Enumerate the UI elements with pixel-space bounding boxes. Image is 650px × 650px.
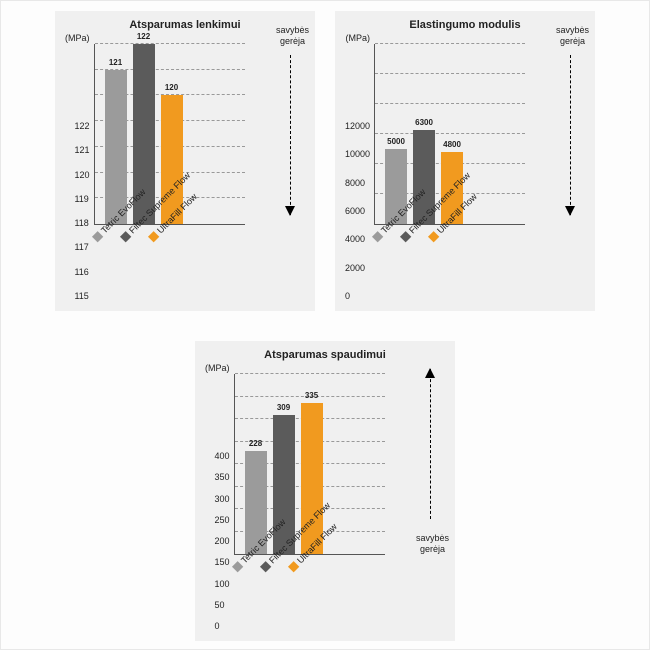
y-tick-label: 6000 [345,206,370,216]
y-tick-label: 150 [214,557,229,567]
y-tick-label: 350 [214,472,229,482]
arrow-up-icon [430,369,431,519]
legend-swatch [428,231,439,242]
x-axis-labels: Tetric EvoFlowFiltec Supreme FlowUltraFi… [384,229,525,239]
bar-value-label: 122 [137,32,150,41]
bar-value-label: 309 [277,403,290,412]
arrow-down-icon [290,55,291,215]
y-tick-label: 400 [214,451,229,461]
y-axis: (MPa) 12000 10000 8000 6000 4000 2000 0 [345,33,374,301]
y-axis-unit: (MPa) [346,33,371,43]
y-tick-label: 120 [74,170,89,180]
y-tick-label: 10000 [345,149,370,159]
y-tick-label: 8000 [345,178,370,188]
y-tick-label: 121 [74,145,89,155]
grid-line [375,43,525,44]
legend-swatch [119,231,130,242]
top-row: Atsparumas lenkimui (MPa) 122 121 120 119 118 1… [11,11,639,311]
legend-swatch [91,231,102,242]
legend-swatch [400,231,411,242]
annotation-text: savybėsgerėja [276,25,309,47]
annotation-text: savybėsgerėja [416,533,449,555]
x-axis-labels: Tetric EvoFlowFiltec Supreme FlowUltraFi… [244,559,385,569]
y-tick-label: 4000 [345,234,370,244]
bar-value-label: 228 [249,439,262,448]
bars: 228309335 [245,403,323,554]
legend-swatch [147,231,158,242]
y-tick-label: 118 [74,218,89,228]
y-tick-label: 200 [214,536,229,546]
bar-value-label: 4800 [443,140,461,149]
y-tick-label: 0 [345,291,370,301]
y-tick-label: 0 [214,621,229,631]
bar: 121 [105,70,127,224]
chart-title: Elastingumo modulis [345,19,585,31]
chart-atsparumas-spaudimui: Atsparumas spaudimui (MPa) 400 350 300 250 200… [195,341,455,641]
legend-swatch [259,561,270,572]
y-tick-label: 2000 [345,263,370,273]
y-tick-label: 250 [214,515,229,525]
bar-value-label: 120 [165,83,178,92]
chart-atsparumas-lenkimui: Atsparumas lenkimui (MPa) 122 121 120 119 118 1… [55,11,315,311]
y-axis-unit: (MPa) [65,33,90,43]
grid-line [375,103,525,104]
y-axis: (MPa) 400 350 300 250 200 150 100 50 0 [205,363,234,631]
grid-line [375,73,525,74]
bar-value-label: 121 [109,58,122,67]
legend-swatch [231,561,242,572]
y-tick-label: 116 [74,267,89,277]
bar-value-label: 335 [305,391,318,400]
y-tick-label: 117 [74,242,89,252]
legend-swatch [372,231,383,242]
y-tick-label: 119 [74,194,89,204]
y-tick-label: 300 [214,494,229,504]
grid-line [235,373,385,374]
bottom-row: Atsparumas spaudimui (MPa) 400 350 300 250 200… [11,341,639,641]
chart-title: Atsparumas spaudimui [205,349,445,361]
y-tick-label: 100 [214,579,229,589]
y-tick-label: 115 [74,291,89,301]
legend-swatch [287,561,298,572]
arrow-down-icon [570,55,571,215]
y-tick-label: 12000 [345,121,370,131]
annotation-text: savybėsgerėja [556,25,589,47]
x-axis-labels: Tetric EvoFlowFiltec Supreme FlowUltraFi… [104,229,245,239]
bar-value-label: 6300 [415,118,433,127]
y-tick-label: 122 [74,121,89,131]
y-axis: (MPa) 122 121 120 119 118 117 116 115 [65,33,94,301]
chart-elastingumo-modulis: Elastingumo modulis (MPa) 12000 10000 8000 60… [335,11,595,311]
bar-value-label: 5000 [387,137,405,146]
chart-title: Atsparumas lenkimui [65,19,305,31]
y-axis-unit: (MPa) [205,363,230,373]
y-tick-label: 50 [214,600,229,610]
